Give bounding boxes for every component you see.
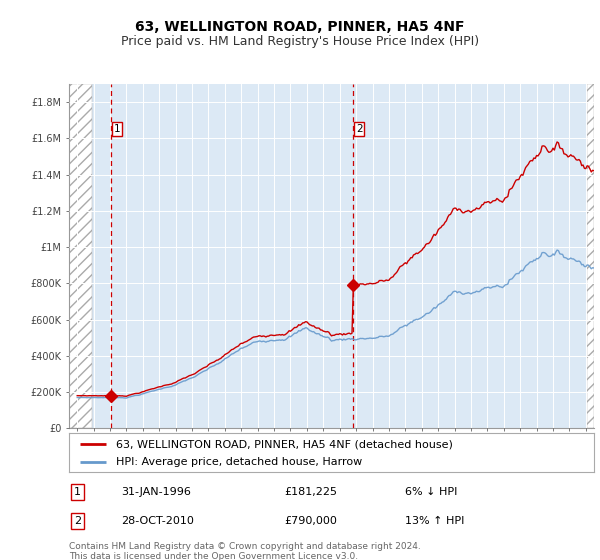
- Text: 63, WELLINGTON ROAD, PINNER, HA5 4NF: 63, WELLINGTON ROAD, PINNER, HA5 4NF: [135, 20, 465, 34]
- Text: 13% ↑ HPI: 13% ↑ HPI: [405, 516, 464, 526]
- Text: £790,000: £790,000: [284, 516, 337, 526]
- Text: 6% ↓ HPI: 6% ↓ HPI: [405, 487, 457, 497]
- Text: HPI: Average price, detached house, Harrow: HPI: Average price, detached house, Harr…: [116, 457, 362, 467]
- Text: 1: 1: [74, 487, 81, 497]
- Text: 2: 2: [356, 124, 362, 134]
- Text: 2: 2: [74, 516, 82, 526]
- Text: 31-JAN-1996: 31-JAN-1996: [121, 487, 191, 497]
- Text: £181,225: £181,225: [284, 487, 337, 497]
- Text: Contains HM Land Registry data © Crown copyright and database right 2024.
This d: Contains HM Land Registry data © Crown c…: [69, 542, 421, 560]
- Text: 63, WELLINGTON ROAD, PINNER, HA5 4NF (detached house): 63, WELLINGTON ROAD, PINNER, HA5 4NF (de…: [116, 439, 453, 449]
- Text: Price paid vs. HM Land Registry's House Price Index (HPI): Price paid vs. HM Land Registry's House …: [121, 35, 479, 48]
- Bar: [69, 84, 92, 428]
- Bar: [587, 84, 594, 428]
- Text: 1: 1: [114, 124, 121, 134]
- Text: 28-OCT-2010: 28-OCT-2010: [121, 516, 194, 526]
